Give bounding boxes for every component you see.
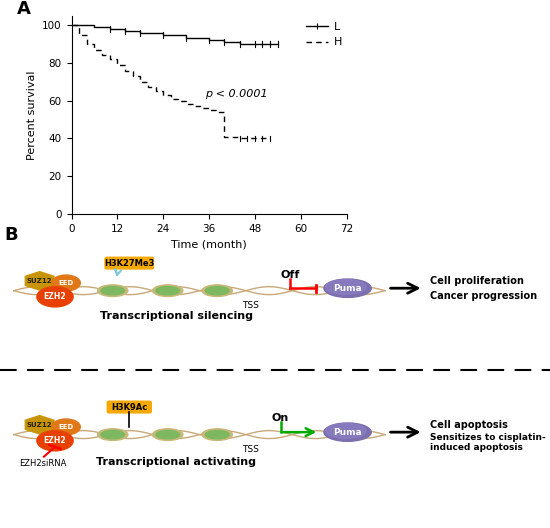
Text: TSS: TSS [242,301,258,310]
Ellipse shape [156,287,179,295]
Circle shape [37,431,73,451]
Text: induced apoptosis: induced apoptosis [430,443,523,452]
Polygon shape [25,416,54,434]
Text: Puma: Puma [333,284,362,293]
Legend: L, H: L, H [301,17,346,52]
Text: Off: Off [280,270,300,280]
Ellipse shape [206,287,229,295]
Text: Puma: Puma [333,428,362,437]
Text: EED: EED [58,424,74,430]
Text: SUZ12: SUZ12 [27,278,52,284]
Text: Cell apoptosis: Cell apoptosis [430,420,508,430]
Ellipse shape [206,430,229,439]
Ellipse shape [202,285,232,297]
Y-axis label: Percent survival: Percent survival [26,70,37,159]
Text: Cell proliferation: Cell proliferation [430,277,524,287]
Text: Sensitizes to cisplatin-: Sensitizes to cisplatin- [430,433,546,442]
FancyBboxPatch shape [107,401,151,413]
Ellipse shape [326,423,366,438]
Ellipse shape [324,423,371,441]
Text: p < 0.0001: p < 0.0001 [205,89,268,99]
Circle shape [37,287,73,307]
Circle shape [52,275,80,291]
Text: TSS: TSS [242,445,258,454]
Text: EZH2: EZH2 [43,436,67,445]
Text: EZH2: EZH2 [43,293,67,301]
Ellipse shape [101,430,124,439]
Text: H3K9Ac: H3K9Ac [111,402,147,411]
X-axis label: Time (month): Time (month) [171,239,247,249]
Text: SUZ12: SUZ12 [27,422,52,428]
FancyBboxPatch shape [105,257,153,269]
Ellipse shape [97,285,128,297]
Ellipse shape [156,430,179,439]
Ellipse shape [97,429,128,440]
Circle shape [52,419,80,435]
Ellipse shape [324,279,371,297]
Ellipse shape [153,429,183,440]
Text: Transcriptional silencing: Transcriptional silencing [100,311,252,321]
Text: Cancer progression: Cancer progression [430,291,537,301]
Ellipse shape [326,280,366,294]
Ellipse shape [101,287,124,295]
Ellipse shape [202,429,232,440]
Text: H3K27Me3: H3K27Me3 [104,259,155,268]
Text: A: A [16,0,30,18]
Text: B: B [4,227,18,244]
Text: On: On [272,413,289,423]
Text: Transcriptional activating: Transcriptional activating [96,457,256,467]
Text: EZH2siRNA: EZH2siRNA [19,459,67,468]
Text: EED: EED [58,280,74,286]
Ellipse shape [153,285,183,297]
Polygon shape [25,272,54,290]
